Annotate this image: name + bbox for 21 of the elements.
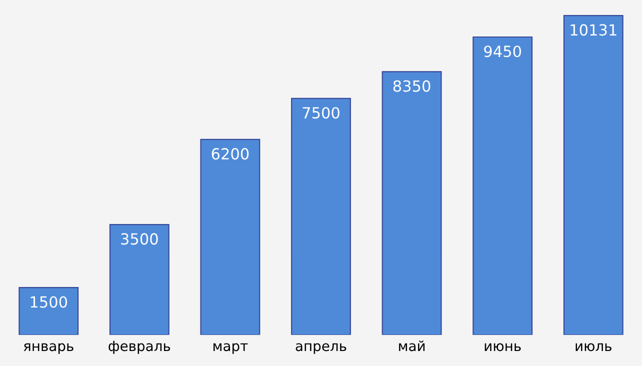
data-label: 6200 xyxy=(212,148,249,160)
x-tick-label: апрель xyxy=(296,343,346,354)
bar xyxy=(18,287,79,335)
bar xyxy=(472,36,533,335)
bar xyxy=(382,71,442,335)
x-tick-label: март xyxy=(214,343,248,354)
x-tick-label: июнь xyxy=(484,343,521,352)
x-tick-label: июль xyxy=(576,343,612,352)
data-label: 8350 xyxy=(393,80,430,92)
data-label: 1500 xyxy=(30,296,68,308)
bar xyxy=(563,14,624,335)
x-tick-label: февраль xyxy=(108,340,170,354)
bar xyxy=(200,138,260,335)
data-label: 10131 xyxy=(570,24,616,36)
x-tick-label: май xyxy=(399,340,425,352)
data-label: 9450 xyxy=(484,46,522,58)
data-label: 7500 xyxy=(302,107,340,119)
bar xyxy=(109,224,170,335)
data-label: 3500 xyxy=(121,233,158,245)
x-tick-label: январь xyxy=(24,343,74,354)
bar xyxy=(291,98,351,335)
